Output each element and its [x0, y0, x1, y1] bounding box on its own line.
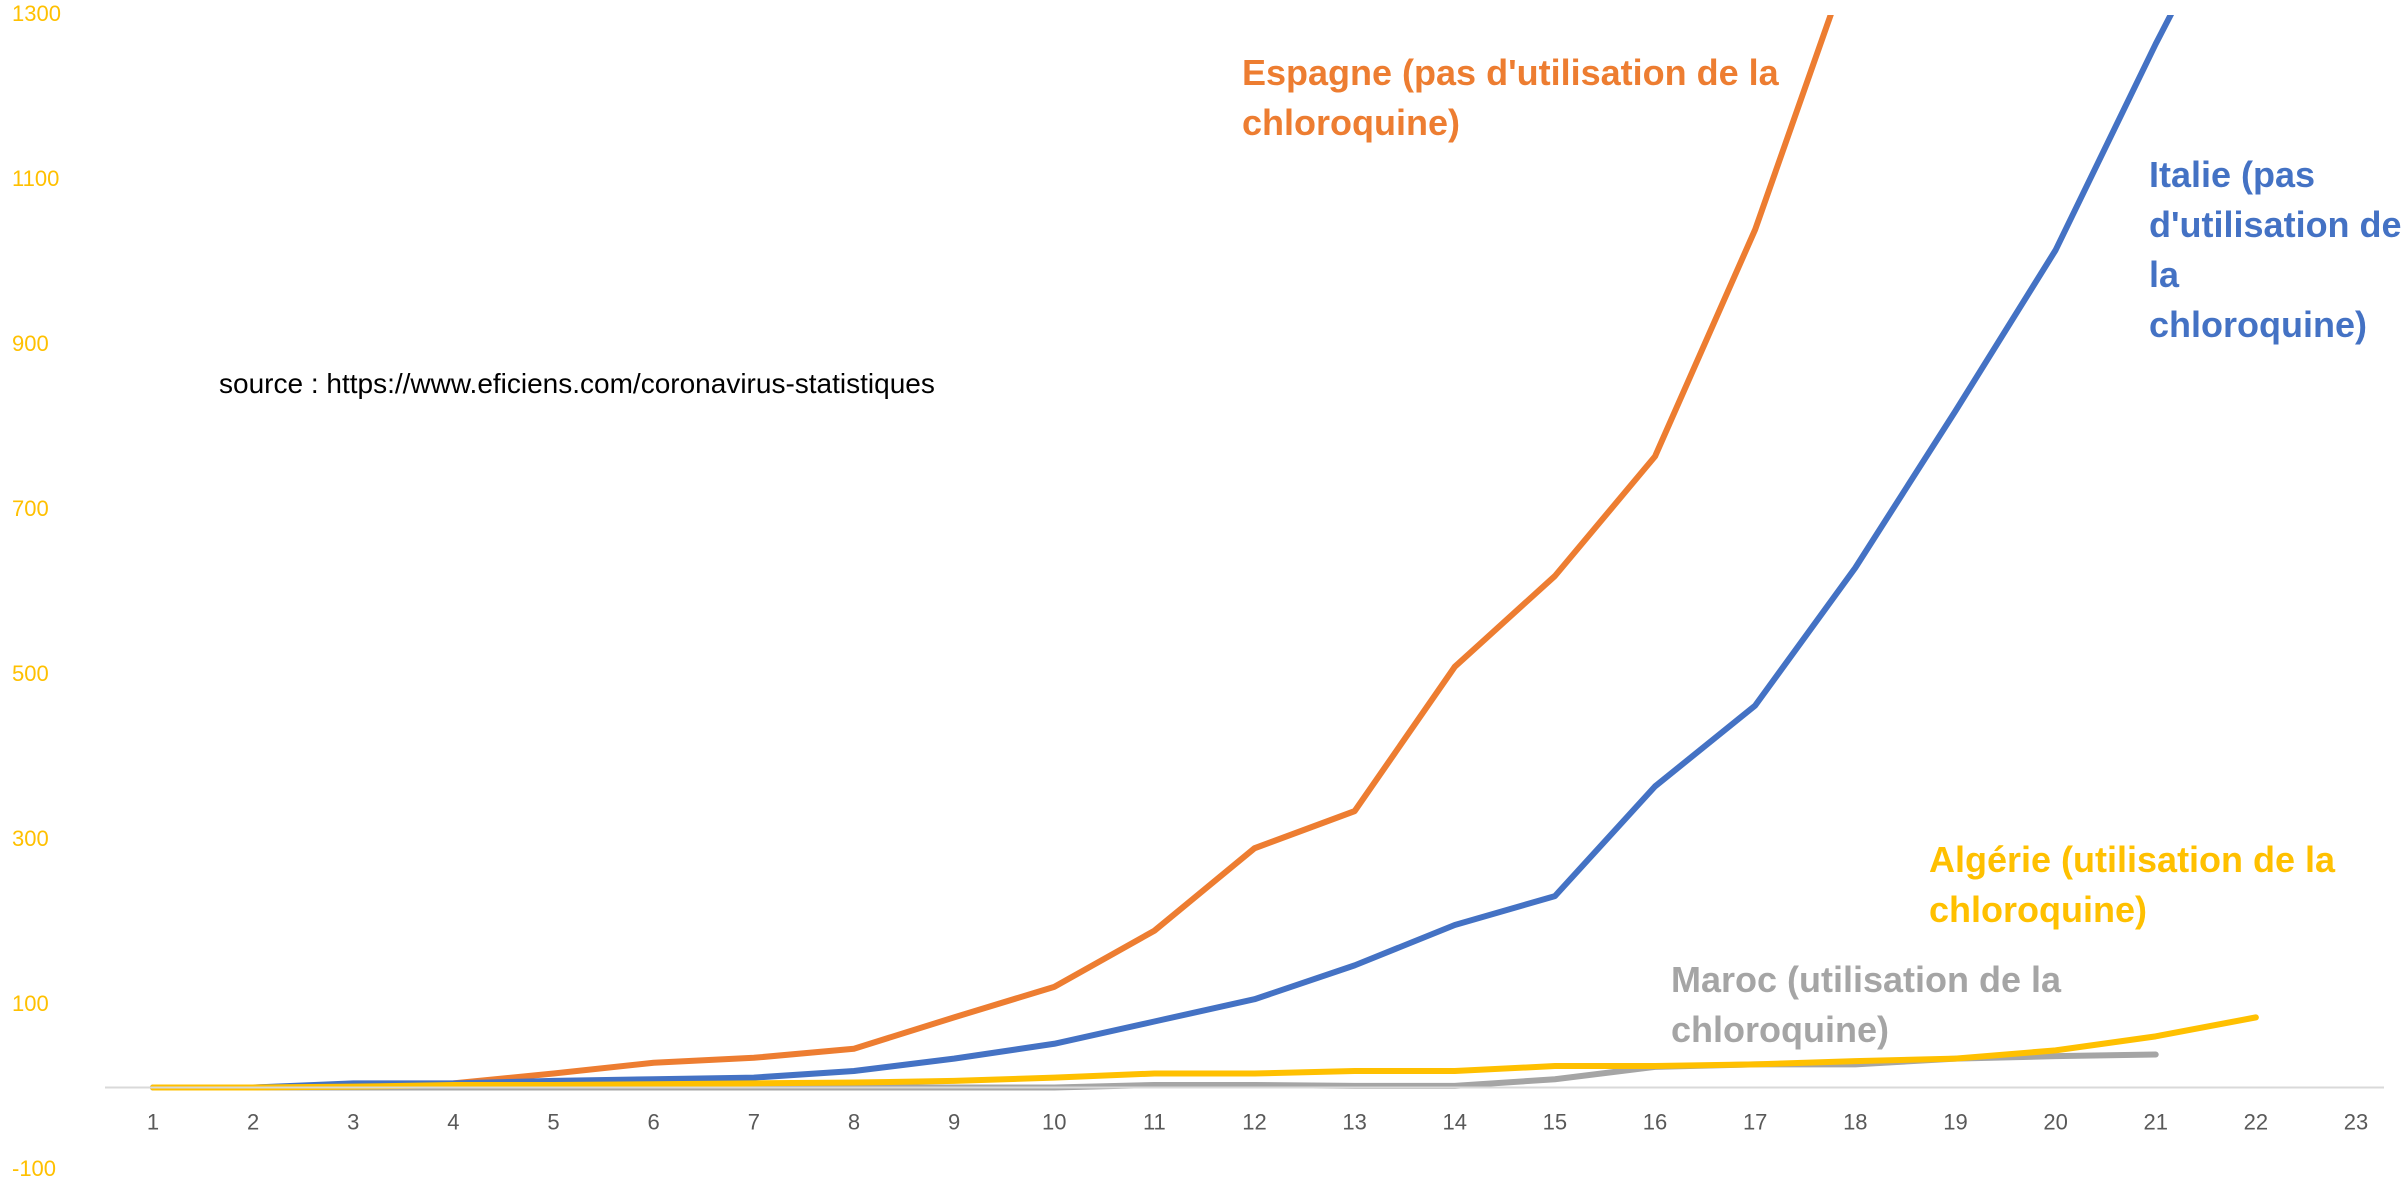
- series-label: Italie (pas d'utilisation de la chloroqu…: [2149, 154, 2402, 345]
- x-tick-label: 5: [547, 1109, 559, 1134]
- x-tick-label: 6: [648, 1109, 660, 1134]
- x-tick-label: 1: [147, 1109, 159, 1134]
- x-tick-label: 12: [1242, 1109, 1266, 1134]
- x-tick-label: 16: [1643, 1109, 1667, 1134]
- y-tick-label: 900: [12, 331, 49, 356]
- y-tick-label: 100: [12, 991, 49, 1016]
- y-tick-label: 1100: [12, 166, 59, 191]
- series-label: Maroc (utilisation de la chloroquine): [1671, 959, 2062, 1050]
- series-label: Espagne (pas d'utilisation de la chloroq…: [1242, 52, 1779, 143]
- x-tick-label: 21: [2143, 1109, 2167, 1134]
- x-tick-label: 4: [447, 1109, 459, 1134]
- x-tick-label: 9: [948, 1109, 960, 1134]
- x-tick-label: 22: [2244, 1109, 2268, 1134]
- x-tick-label: 14: [1443, 1109, 1467, 1134]
- y-tick-label: 1300: [12, 1, 61, 26]
- x-tick-label: 13: [1342, 1109, 1366, 1134]
- x-tick-label: 17: [1743, 1109, 1767, 1134]
- x-tick-label: 11: [1143, 1109, 1166, 1134]
- x-tick-label: 19: [1943, 1109, 1967, 1134]
- x-tick-label: 3: [347, 1109, 359, 1134]
- series-line: [150, 1014, 2259, 1091]
- y-tick-label: 300: [12, 826, 49, 851]
- x-tick-label: 8: [848, 1109, 860, 1134]
- x-tick-label: 15: [1543, 1109, 1567, 1134]
- x-tick-label: 20: [2043, 1109, 2067, 1134]
- series-line: [150, 15, 1834, 1091]
- y-tick-label: 500: [12, 661, 49, 686]
- series-label: Algérie (utilisation de la chloroquine): [1929, 839, 2336, 930]
- source-note: source : https://www.eficiens.com/corona…: [219, 368, 935, 399]
- x-tick-label: 23: [2344, 1109, 2368, 1134]
- x-tick-label: 7: [748, 1109, 760, 1134]
- x-tick-label: 18: [1843, 1109, 1867, 1134]
- x-tick-label: 10: [1042, 1109, 1066, 1134]
- y-tick-label: 700: [12, 496, 49, 521]
- x-tick-label: 2: [247, 1109, 259, 1134]
- y-tick-label: -100: [12, 1156, 56, 1181]
